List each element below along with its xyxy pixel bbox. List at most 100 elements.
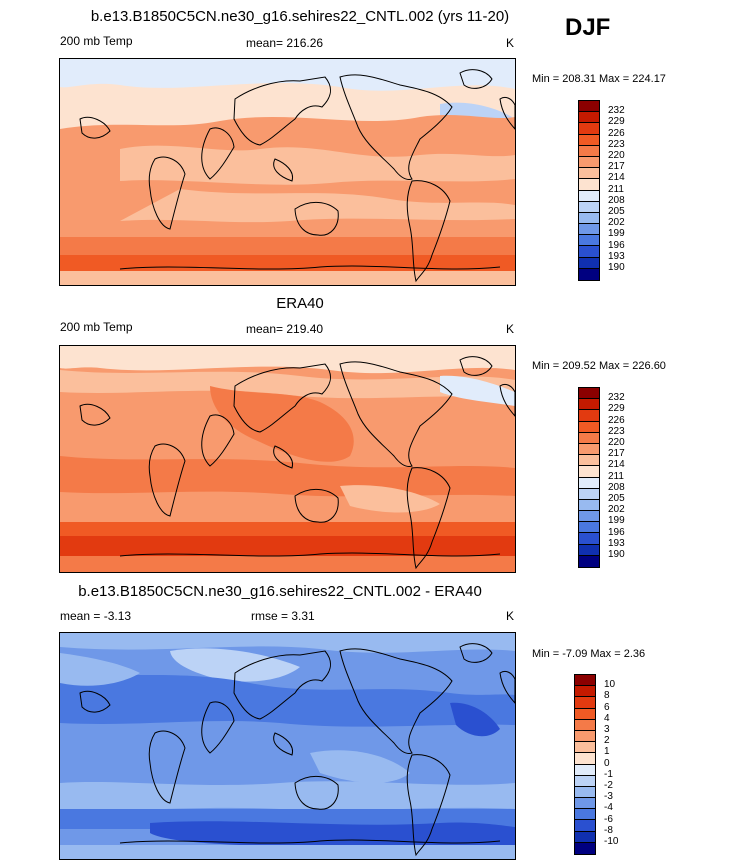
colorbar-swatch [579, 432, 599, 444]
panel-1-colorbar-swatches [578, 100, 600, 281]
colorbar-tick-label: 199 [608, 228, 625, 240]
colorbar-swatch [579, 156, 599, 169]
colorbar-tick-label: 190 [608, 549, 625, 560]
colorbar-tick-label: -3 [604, 791, 613, 803]
panel-3-map-canvas [60, 633, 515, 859]
colorbar-swatch [579, 511, 599, 523]
colorbar-tick-label: -6 [604, 813, 613, 825]
colorbar-swatch [579, 388, 599, 400]
colorbar-swatch [575, 809, 595, 821]
colorbar-swatch [579, 455, 599, 467]
colorbar-swatch [575, 686, 595, 698]
colorbar-tick-label: 208 [608, 481, 625, 493]
colorbar-tick-label: -1 [604, 768, 613, 780]
colorbar-tick-label: 1 [604, 746, 610, 758]
colorbar-swatch [575, 753, 595, 765]
colorbar-swatch [575, 719, 595, 731]
colorbar-swatch [575, 742, 595, 754]
colorbar-tick-label: 8 [604, 690, 610, 702]
panel-1-map-canvas [60, 59, 515, 285]
colorbar-swatch [579, 112, 599, 124]
colorbar-tick-label: 226 [608, 414, 625, 426]
colorbar-tick-label: -8 [604, 824, 613, 836]
colorbar-tick-label: 199 [608, 515, 625, 527]
colorbar-tick-label: 232 [608, 392, 625, 404]
colorbar-tick-label: 214 [608, 459, 625, 471]
panel-2-title: ERA40 [276, 295, 324, 312]
colorbar-swatch [579, 235, 599, 247]
colorbar-swatch [575, 764, 595, 776]
panel-3-title: b.e13.B1850C5CN.ne30_g16.sehires22_CNTL.… [78, 583, 482, 600]
panel-1-mean-label: mean= 216.26 [246, 36, 324, 50]
panel-3-mean-label: mean = -3.13 [60, 609, 132, 623]
colorbar-tick-label: 202 [608, 504, 625, 516]
colorbar-swatch [575, 786, 595, 799]
colorbar-swatch [579, 145, 599, 157]
panel-3-colorbar: 10 8 6 4 3 2 1 0 -1 -2 -3 -4 -6 -8 -10 [574, 674, 618, 855]
colorbar-swatch [579, 123, 599, 135]
colorbar-swatch [579, 101, 599, 113]
panel-2-minmax-label: Min = 209.52 Max = 226.60 [532, 360, 666, 372]
colorbar-tick-label: 217 [608, 161, 625, 173]
panel-3-colorbar-swatches [574, 674, 596, 855]
colorbar-tick-label: 223 [608, 138, 625, 150]
colorbar-swatch [579, 246, 599, 258]
colorbar-tick-label: 205 [608, 493, 625, 504]
panel-3-map [59, 632, 516, 860]
colorbar-swatch [575, 842, 595, 854]
colorbar-tick-label: 193 [608, 537, 625, 549]
panel-3-unit-label: K [506, 609, 515, 623]
colorbar-tick-label: 226 [608, 127, 625, 139]
colorbar-swatch [575, 708, 595, 720]
colorbar-tick-label: 10 [604, 679, 616, 691]
colorbar-tick-label: 3 [604, 724, 610, 735]
colorbar-tick-label: 229 [608, 403, 625, 415]
colorbar-tick-label: 2 [604, 735, 610, 747]
colorbar-swatch [579, 555, 599, 567]
panel-3-minmax-label: Min = -7.09 Max = 2.36 [532, 648, 646, 660]
colorbar-swatch [579, 168, 599, 180]
colorbar-tick-label: 6 [604, 701, 610, 713]
colorbar-tick-label: 205 [608, 206, 625, 217]
colorbar-tick-label: -2 [604, 780, 613, 791]
colorbar-swatch [579, 268, 599, 280]
colorbar-swatch [575, 697, 595, 709]
panel-2-map [59, 345, 516, 573]
panel-2-mean-label: mean= 219.40 [246, 322, 324, 336]
colorbar-swatch [575, 831, 595, 843]
colorbar-tick-label: 4 [604, 712, 610, 724]
colorbar-tick-label: 214 [608, 172, 625, 184]
colorbar-tick-label: 202 [608, 217, 625, 229]
colorbar-tick-label: 193 [608, 250, 625, 262]
colorbar-swatch [575, 730, 595, 743]
colorbar-swatch [575, 775, 595, 787]
panel-1-unit-label: K [506, 36, 515, 50]
colorbar-tick-label: 208 [608, 194, 625, 206]
colorbar-swatch [579, 410, 599, 422]
season-label: DJF [565, 14, 611, 41]
colorbar-tick-label: 211 [608, 183, 624, 195]
colorbar-swatch [579, 224, 599, 236]
colorbar-swatch [579, 399, 599, 411]
colorbar-tick-label: 220 [608, 437, 625, 448]
colorbar-swatch [579, 201, 599, 213]
panel-2-variable-label: 200 mb Temp [60, 320, 133, 334]
colorbar-swatch [579, 477, 599, 489]
colorbar-swatch [579, 544, 599, 556]
colorbar-tick-label: 190 [608, 262, 625, 273]
colorbar-tick-label: 220 [608, 150, 625, 161]
colorbar-swatch [579, 134, 599, 146]
colorbar-tick-label: 229 [608, 116, 625, 128]
panel-1-map [59, 58, 516, 286]
panel-1-variable-label: 200 mb Temp [60, 34, 133, 48]
colorbar-swatch [579, 257, 599, 269]
panel-1-colorbar: 232 229 226 223 220 217 214 211 208 205 202 199 196 1… [578, 100, 625, 281]
colorbar-tick-label: 223 [608, 425, 625, 437]
colorbar-tick-label: 232 [608, 105, 625, 117]
colorbar-swatch [575, 820, 595, 832]
colorbar-tick-label: -10 [604, 836, 619, 847]
colorbar-tick-label: -4 [604, 802, 613, 814]
colorbar-tick-label: 196 [608, 239, 625, 251]
panel-2-unit-label: K [506, 322, 515, 336]
panel-1-title: b.e13.B1850C5CN.ne30_g16.sehires22_CNTL.… [90, 8, 510, 25]
